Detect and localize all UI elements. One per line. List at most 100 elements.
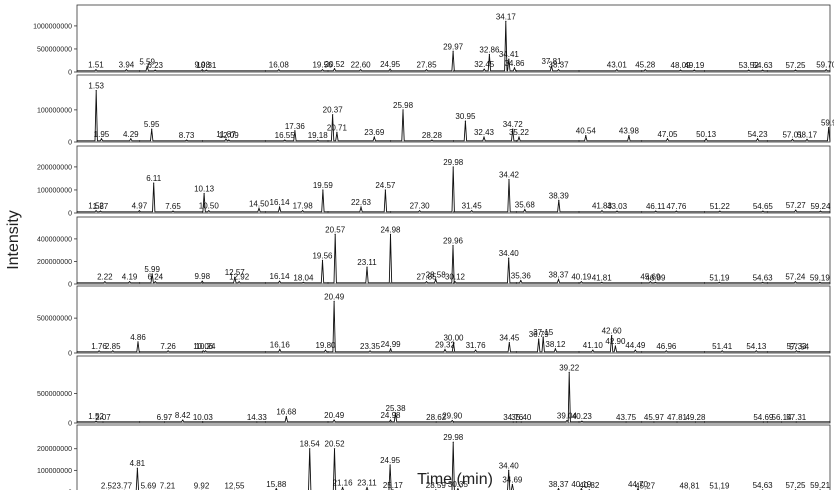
peak-point	[637, 488, 639, 490]
peak-point	[819, 281, 821, 283]
peak-point	[512, 128, 514, 130]
peak-label: 10.31	[196, 61, 217, 70]
peak-label: 24.95	[380, 456, 401, 465]
peak-point	[366, 487, 368, 489]
peak-label: 5.99	[144, 265, 160, 274]
peak-point	[137, 341, 139, 343]
peak-label: 23.69	[364, 128, 385, 137]
peak-label: 34.69	[502, 475, 523, 484]
peak-label: 28.62	[426, 413, 447, 422]
peak-label: 24.57	[375, 181, 396, 190]
peak-label: 35.36	[511, 272, 532, 281]
peak-point	[125, 69, 128, 71]
y-tick-label: 100000000	[37, 107, 72, 114]
peak-label: 57.25	[785, 61, 806, 70]
peak-point	[373, 136, 375, 138]
peak-point	[333, 419, 335, 421]
peak-label: 45.97	[644, 413, 665, 422]
peak-point	[762, 69, 764, 71]
peak-label: 59.70	[816, 61, 834, 70]
peak-point	[341, 487, 344, 489]
peak-point	[483, 136, 485, 138]
peak-point	[665, 350, 667, 352]
peak-point	[471, 210, 473, 212]
peak-label: 20.49	[324, 292, 345, 301]
peak-point	[451, 420, 453, 422]
peak-label: 30.35	[448, 480, 469, 489]
peak-point	[693, 69, 695, 71]
peak-label: 20.37	[323, 106, 344, 115]
peak-label: 25.38	[386, 404, 407, 413]
peak-label: 31.76	[466, 341, 487, 350]
peak-label: 59.19	[810, 273, 831, 282]
peak-point	[795, 421, 797, 423]
peak-label: 46.11	[646, 202, 666, 211]
peak-label: 25.17	[383, 481, 404, 490]
peak-label: 28.58	[426, 270, 447, 279]
peak-point	[520, 280, 522, 282]
peak-point	[419, 210, 421, 212]
y-tick-label: 0	[68, 140, 72, 147]
peak-point	[258, 207, 260, 209]
peak-label: 2.85	[105, 342, 121, 351]
peak-label: 15.88	[266, 480, 287, 489]
peak-label: 47.76	[666, 202, 687, 211]
peak-point	[402, 109, 404, 111]
peak-point	[557, 278, 560, 281]
peak-label: 32.43	[474, 128, 495, 137]
peak-label: 1.76	[91, 342, 107, 351]
peak-label: 14.50	[249, 199, 270, 208]
peak-label: 24.95	[380, 60, 401, 69]
peak-label: 19.56	[312, 61, 333, 70]
peak-point	[791, 138, 794, 141]
peak-point	[431, 139, 433, 141]
peak-point	[104, 281, 106, 283]
peak-point	[172, 210, 174, 212]
peak-label: 48.81	[680, 481, 701, 490]
peak-label: 1.95	[94, 130, 110, 139]
peak-label: 34.86	[504, 59, 525, 68]
peak-label: 37.15	[533, 328, 554, 337]
peak-label: 42.60	[602, 327, 623, 336]
peak-point	[332, 114, 334, 116]
peak-label: 57.27	[786, 201, 807, 210]
peak-point	[95, 69, 97, 71]
peak-label: 9.98	[194, 61, 210, 70]
peak-point	[557, 69, 560, 71]
peak-point	[719, 210, 721, 212]
peak-point	[435, 421, 437, 423]
peak-point	[389, 464, 391, 466]
peak-label: 27.85	[417, 273, 438, 282]
peak-label: 39.04	[557, 412, 578, 421]
peak-point	[321, 69, 324, 71]
peak-point	[444, 348, 446, 351]
peak-point	[228, 139, 230, 141]
peak-point	[780, 421, 783, 423]
peak-point	[425, 281, 428, 283]
peak-point	[649, 281, 652, 283]
peak-point	[508, 341, 510, 344]
peak-label: 50.13	[696, 130, 717, 139]
peak-label: 28.28	[422, 131, 443, 140]
peak-label: 34.41	[499, 50, 520, 59]
peak-label: 19.56	[312, 251, 333, 260]
peak-point	[294, 130, 296, 132]
peak-label: 45.69	[640, 273, 661, 282]
peak-label: 29.90	[442, 412, 463, 421]
peak-point	[394, 412, 397, 414]
peak-point	[676, 421, 678, 423]
peak-point	[100, 138, 103, 140]
peak-label: 30.12	[445, 273, 466, 282]
peak-label: 43.01	[607, 61, 628, 70]
peak-point	[333, 448, 336, 450]
peak-point	[452, 245, 454, 247]
peak-label: 18.04	[293, 273, 314, 282]
peak-label: 18.54	[300, 440, 321, 449]
peak-label: 12.55	[224, 481, 245, 490]
peak-point	[182, 419, 184, 421]
peak-point	[538, 338, 540, 340]
peak-label: 2.07	[95, 413, 111, 422]
peak-label: 10.06	[193, 342, 214, 351]
